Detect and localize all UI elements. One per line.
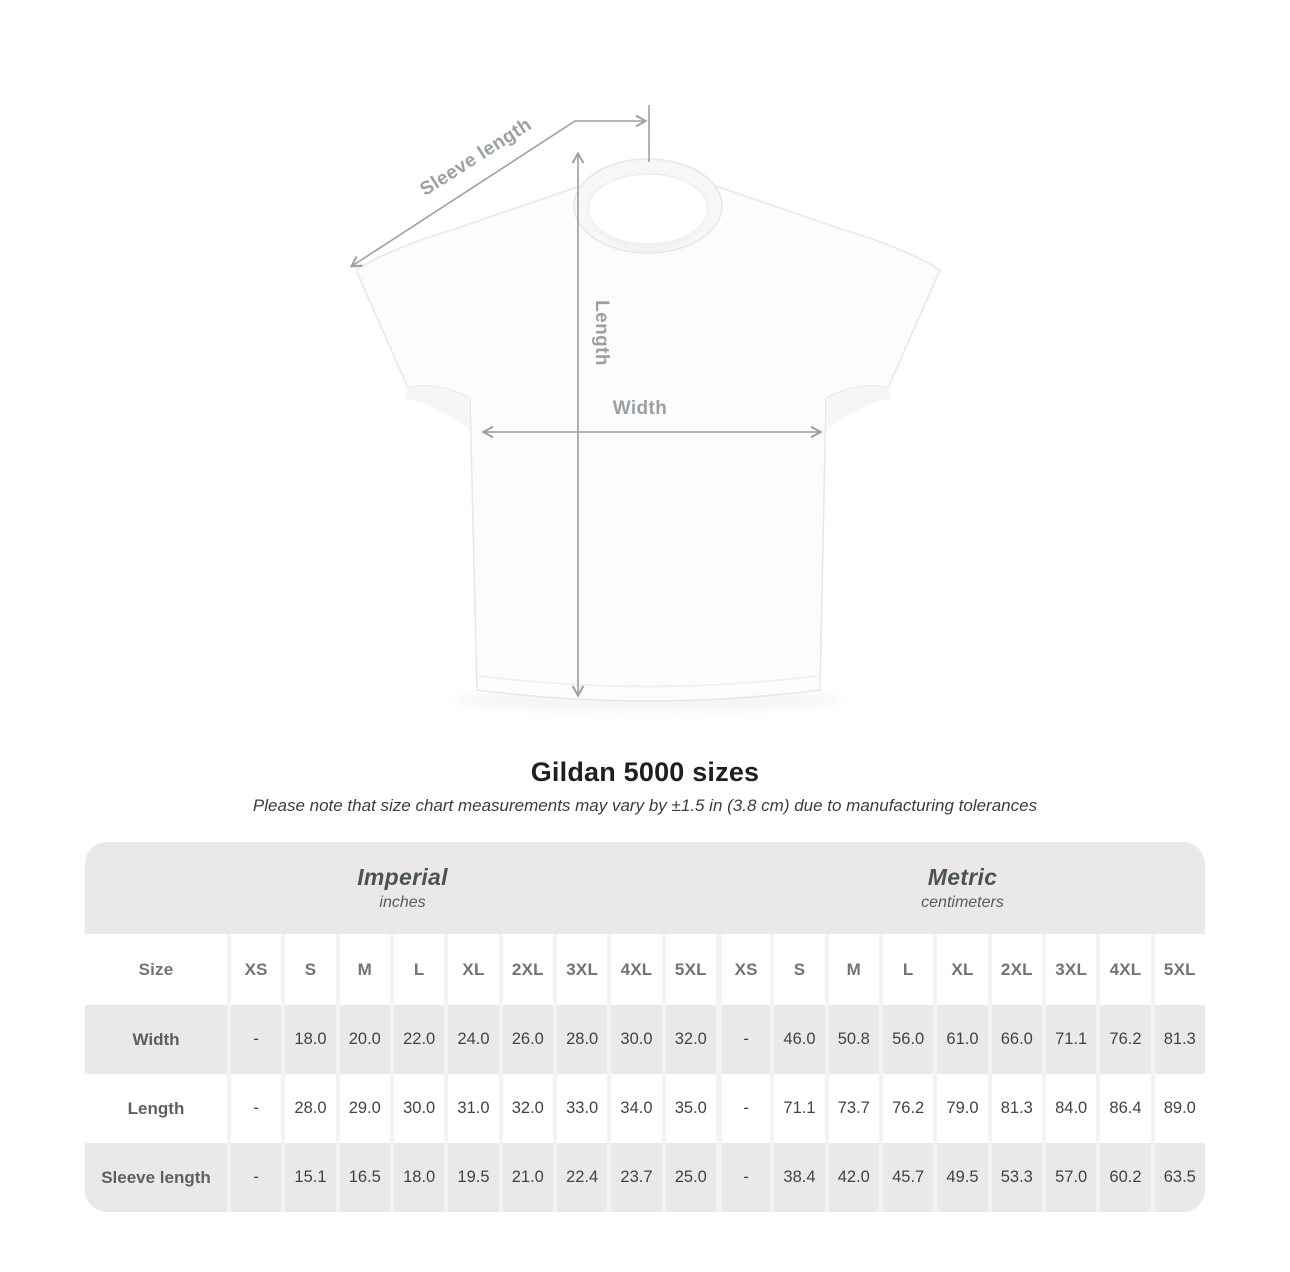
size-value-cell: -	[721, 1074, 771, 1144]
size-value-cell: 81.3	[1154, 1005, 1205, 1075]
size-value-cell: -	[721, 1143, 771, 1213]
table-row: Length -28.0 29.0 30.0 31.0 32.0 33.0 34.0 35.0-…	[85, 1074, 1205, 1144]
size-row-label: Size	[85, 934, 227, 1006]
imperial-title: Imperial	[357, 864, 448, 891]
size-column-header: 2XL	[991, 934, 1042, 1006]
size-value-cell: 49.5	[937, 1143, 988, 1213]
size-value-cell: 24.0	[448, 1005, 499, 1075]
metric-title: Metric	[927, 864, 998, 891]
measurement-label: Length	[85, 1074, 227, 1144]
size-column-header: S	[285, 934, 336, 1006]
size-value-cell: 42.0	[828, 1143, 879, 1213]
tshirt-measurement-diagram: Sleeve length Length Width	[349, 105, 942, 711]
size-column-header: 3XL	[556, 934, 608, 1006]
size-value-cell: 25.0	[665, 1143, 716, 1213]
size-value-cell: 53.3	[991, 1143, 1042, 1213]
metric-units: centimeters	[921, 894, 1004, 912]
size-column-header: L	[882, 934, 934, 1006]
size-value-cell: 66.0	[991, 1005, 1042, 1075]
size-value-cell: 19.5	[448, 1143, 499, 1213]
size-value-cell: 71.1	[1045, 1005, 1097, 1075]
size-column-header: XL	[937, 934, 988, 1006]
size-value-cell: 32.0	[665, 1005, 716, 1075]
size-value-cell: -	[721, 1005, 771, 1075]
size-column-header: 3XL	[1045, 934, 1097, 1006]
tshirt-image	[354, 158, 942, 702]
page-title: Gildan 5000 sizes	[530, 757, 760, 787]
size-value-cell: 18.0	[285, 1005, 336, 1075]
imperial-units: inches	[379, 894, 426, 912]
size-value-cell: 30.0	[393, 1074, 445, 1144]
size-value-cell: -	[231, 1143, 282, 1213]
size-value-cell: 46.0	[774, 1005, 825, 1075]
size-value-cell: 30.0	[611, 1005, 662, 1075]
metric-header: Metric centimeters	[720, 842, 1205, 934]
size-column-header: 4XL	[1100, 934, 1151, 1006]
size-value-cell: 32.0	[502, 1074, 553, 1144]
size-value-cell: 71.1	[774, 1074, 825, 1144]
size-value-cell: 34.0	[611, 1074, 662, 1144]
size-table: Imperial inches Metric centimeters Size X…	[85, 842, 1205, 1213]
size-value-cell: 16.5	[339, 1143, 390, 1213]
table-row: Size XS S M L XL 2XL 3XL 4XL 5XL XS S M L XL 2XL 3XL 4XL 5…	[85, 934, 1205, 1006]
units-header-band: Imperial inches Metric centimeters	[85, 842, 1205, 935]
size-column-header: XS	[721, 934, 771, 1006]
size-value-cell: 57.0	[1045, 1143, 1097, 1213]
size-value-cell: 73.7	[828, 1074, 879, 1144]
size-value-cell: 38.4	[774, 1143, 825, 1213]
size-value-cell: 35.0	[665, 1074, 716, 1144]
size-value-cell: 60.2	[1100, 1143, 1151, 1213]
tolerance-note: Please note that size chart measurements…	[252, 796, 1038, 816]
size-column-header: S	[774, 934, 825, 1006]
size-value-cell: 56.0	[882, 1005, 934, 1075]
size-column-header: 5XL	[665, 934, 716, 1006]
table-row: Width -18.0 20.0 22.0 24.0 26.0 28.0 30.0 32.0-4…	[85, 1005, 1205, 1075]
size-value-cell: 79.0	[937, 1074, 988, 1144]
size-column-header: XL	[448, 934, 499, 1006]
size-value-cell: 23.7	[611, 1143, 662, 1213]
size-value-cell: 84.0	[1045, 1074, 1097, 1144]
measurement-label: Sleeve length	[85, 1143, 227, 1213]
size-value-cell: 76.2	[882, 1074, 934, 1144]
size-value-cell: 18.0	[393, 1143, 445, 1213]
size-column-header: M	[339, 934, 390, 1006]
size-value-cell: 22.0	[393, 1005, 445, 1075]
size-value-cell: 76.2	[1100, 1005, 1151, 1075]
size-column-header: 4XL	[611, 934, 662, 1006]
size-value-cell: 86.4	[1100, 1074, 1151, 1144]
size-value-cell: 26.0	[502, 1005, 553, 1075]
sleeve-length-arrow	[349, 105, 650, 268]
size-column-header: XS	[231, 934, 282, 1006]
width-label: Width	[613, 398, 668, 419]
size-value-cell: 31.0	[448, 1074, 499, 1144]
size-value-cell: -	[231, 1005, 282, 1075]
size-value-cell: 50.8	[828, 1005, 879, 1075]
imperial-header: Imperial inches	[85, 842, 720, 934]
size-column-header: 2XL	[502, 934, 553, 1006]
size-column-header: 5XL	[1154, 934, 1205, 1006]
length-label: Length	[591, 300, 612, 366]
size-value-cell: 61.0	[937, 1005, 988, 1075]
size-value-cell: 89.0	[1154, 1074, 1205, 1144]
size-value-cell: 28.0	[556, 1005, 608, 1075]
size-value-cell: 28.0	[285, 1074, 336, 1144]
table-row: Sleeve length -15.1 16.5 18.0 19.5 21.0 22.4 23…	[85, 1143, 1205, 1213]
size-value-cell: 33.0	[556, 1074, 608, 1144]
size-value-cell: 22.4	[556, 1143, 608, 1213]
size-value-cell: 21.0	[502, 1143, 553, 1213]
size-value-cell: 29.0	[339, 1074, 390, 1144]
size-table-rows: Size XS S M L XL 2XL 3XL 4XL 5XL XS S M L XL 2XL 3XL 4XL 5…	[85, 934, 1205, 1213]
size-value-cell: 45.7	[882, 1143, 934, 1213]
measurement-label: Width	[85, 1005, 227, 1075]
size-value-cell: 20.0	[339, 1005, 390, 1075]
size-value-cell: 63.5	[1154, 1143, 1205, 1213]
size-column-header: L	[393, 934, 445, 1006]
size-value-cell: 15.1	[285, 1143, 336, 1213]
size-column-header: M	[828, 934, 879, 1006]
size-value-cell: -	[231, 1074, 282, 1144]
size-value-cell: 81.3	[991, 1074, 1042, 1144]
